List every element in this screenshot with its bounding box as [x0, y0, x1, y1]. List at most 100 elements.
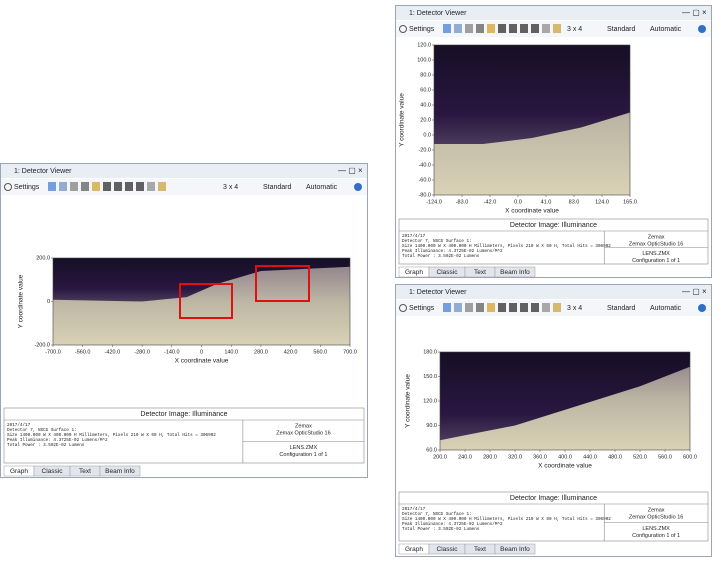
- toolbar-icon[interactable]: [509, 24, 517, 33]
- x-tick-label: 0: [200, 349, 203, 355]
- window-controls[interactable]: — ▢ ×: [682, 8, 707, 17]
- toolbar-icon[interactable]: [465, 303, 473, 312]
- info-line: Total Power : 3.592E-02 Lumens: [402, 527, 480, 532]
- info-line: Detector 7, NSCG Surface 1:: [7, 428, 77, 433]
- automatic-dropdown[interactable]: Automatic: [650, 26, 682, 33]
- toolbar-icon[interactable]: [476, 24, 484, 33]
- toolbar-icon[interactable]: [136, 182, 144, 191]
- settings-icon[interactable]: [399, 304, 407, 312]
- toolbar-icon[interactable]: [542, 24, 550, 33]
- toolbar-icon[interactable]: [59, 182, 67, 191]
- x-tick-label: -280.0: [134, 349, 150, 355]
- toolbar-icon[interactable]: [520, 24, 528, 33]
- tab-label[interactable]: Graph: [405, 546, 423, 553]
- x-tick-label: 41.0: [541, 199, 552, 205]
- y-tick-label: 120.0: [417, 42, 431, 48]
- settings-button[interactable]: Settings: [14, 184, 40, 191]
- y-tick-label: -60.0: [418, 177, 431, 183]
- toolbar-icon[interactable]: [70, 182, 78, 191]
- tab-label[interactable]: Beam Info: [105, 468, 135, 475]
- toolbar-icon[interactable]: [158, 182, 166, 191]
- tab-label[interactable]: Text: [474, 269, 486, 276]
- info-panel: [398, 218, 709, 265]
- dark-region: [434, 45, 630, 144]
- info-line: Size 1400.000 W X 400.000 H Millimeters,…: [402, 517, 611, 522]
- toolbar-icon[interactable]: [498, 24, 506, 33]
- layout-button[interactable]: 3 x 4: [223, 184, 238, 191]
- toolbar-icon[interactable]: [553, 303, 561, 312]
- x-tick-label: 440.0: [583, 454, 597, 460]
- tab[interactable]: [494, 543, 536, 555]
- toolbar-icon[interactable]: [454, 24, 462, 33]
- toolbar-icon[interactable]: [48, 182, 56, 191]
- toolbar-icon[interactable]: [476, 303, 484, 312]
- toolbar-icon[interactable]: [92, 182, 100, 191]
- x-tick-label: 520.0: [633, 454, 647, 460]
- toolbar-icon[interactable]: [465, 24, 473, 33]
- toolbar-icon[interactable]: [520, 303, 528, 312]
- settings-icon[interactable]: [399, 25, 407, 33]
- standard-dropdown[interactable]: Standard: [607, 26, 636, 33]
- standard-dropdown[interactable]: Standard: [607, 305, 636, 312]
- automatic-dropdown[interactable]: Automatic: [306, 184, 338, 191]
- toolbar-icon[interactable]: [531, 24, 539, 33]
- standard-dropdown[interactable]: Standard: [263, 184, 292, 191]
- x-tick-label: 240.0: [458, 454, 472, 460]
- help-icon[interactable]: [354, 183, 362, 191]
- layout-button[interactable]: 3 x 4: [567, 26, 582, 33]
- info-line: 2017/4/17: [402, 507, 426, 512]
- info-config: LENS.ZMX: [642, 526, 670, 532]
- layout-button[interactable]: 3 x 4: [567, 305, 582, 312]
- automatic-dropdown[interactable]: Automatic: [650, 305, 682, 312]
- toolbar-icon[interactable]: [443, 303, 451, 312]
- tab-label[interactable]: Graph: [405, 269, 423, 276]
- settings-button[interactable]: Settings: [409, 305, 435, 312]
- tab-label[interactable]: Text: [79, 468, 91, 475]
- x-tick-label: 200.0: [433, 454, 447, 460]
- info-config: Configuration 1 of 1: [279, 452, 327, 458]
- toolbar-icon[interactable]: [114, 182, 122, 191]
- y-tick-label: 200.0: [36, 255, 50, 261]
- toolbar-icon[interactable]: [498, 303, 506, 312]
- info-line: Detector 7, NSCG Surface 1:: [402, 239, 472, 244]
- x-tick-label: 560.0: [658, 454, 672, 460]
- toolbar-icon[interactable]: [103, 182, 111, 191]
- title-bar: [396, 285, 711, 299]
- tab[interactable]: [99, 465, 141, 477]
- toolbar-icon[interactable]: [542, 303, 550, 312]
- help-icon[interactable]: [698, 304, 706, 312]
- settings-button[interactable]: Settings: [409, 26, 435, 33]
- title-bar: [396, 6, 711, 20]
- help-icon[interactable]: [698, 25, 706, 33]
- info-config: Configuration 1 of 1: [632, 533, 680, 539]
- window-controls[interactable]: — ▢ ×: [338, 166, 363, 175]
- tab-label[interactable]: Classic: [42, 468, 64, 475]
- toolbar-icon[interactable]: [487, 24, 495, 33]
- x-tick-label: 280.0: [254, 349, 268, 355]
- info-config: Configuration 1 of 1: [632, 258, 680, 264]
- tab-label[interactable]: Beam Info: [500, 546, 530, 553]
- settings-icon[interactable]: [4, 183, 12, 191]
- toolbar-icon[interactable]: [147, 182, 155, 191]
- toolbar-icon[interactable]: [487, 303, 495, 312]
- toolbar-icon[interactable]: [509, 303, 517, 312]
- y-axis-label: Y coordinate value: [405, 374, 412, 428]
- info-panel: [3, 407, 365, 464]
- x-tick-label: 700.0: [343, 349, 357, 355]
- tab-label[interactable]: Classic: [437, 546, 459, 553]
- window-controls[interactable]: — ▢ ×: [682, 287, 707, 296]
- tab-label[interactable]: Graph: [10, 468, 28, 475]
- tab-label[interactable]: Beam Info: [500, 269, 530, 276]
- toolbar-icon[interactable]: [125, 182, 133, 191]
- tab-label[interactable]: Classic: [437, 269, 459, 276]
- y-tick-label: -200.0: [34, 342, 50, 348]
- toolbar-icon[interactable]: [454, 303, 462, 312]
- toolbar-icon[interactable]: [443, 24, 451, 33]
- tab-label[interactable]: Text: [474, 546, 486, 553]
- tab[interactable]: [494, 266, 536, 278]
- toolbar-icon[interactable]: [531, 303, 539, 312]
- info-product: Zemax OpticStudio 16: [276, 430, 330, 436]
- toolbar-icon[interactable]: [553, 24, 561, 33]
- toolbar-icon[interactable]: [81, 182, 89, 191]
